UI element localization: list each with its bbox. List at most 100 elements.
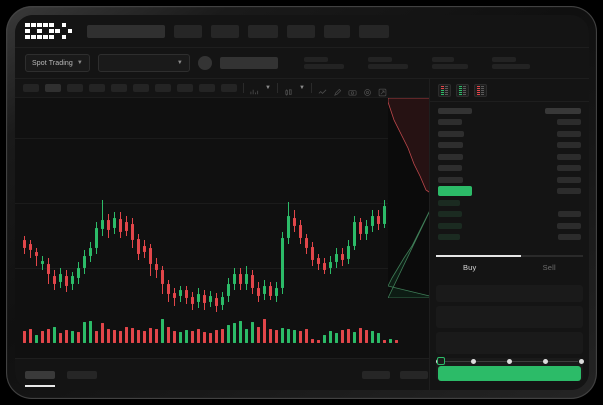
stat-low-24h-label bbox=[491, 56, 516, 62]
volume-bar-60 bbox=[383, 340, 386, 343]
order-type-field[interactable] bbox=[436, 285, 583, 302]
orderbook-row-left bbox=[438, 211, 462, 218]
orderbook-mode-bids[interactable] bbox=[456, 84, 469, 97]
mode-bar bbox=[441, 94, 444, 96]
orderbook-row[interactable] bbox=[430, 186, 589, 198]
price-chart[interactable] bbox=[15, 98, 438, 358]
nav-item-3[interactable] bbox=[248, 24, 279, 38]
tf-1mo[interactable] bbox=[199, 84, 215, 92]
orderbook-row[interactable] bbox=[430, 163, 589, 175]
tf-15m[interactable] bbox=[67, 84, 83, 92]
tf-4h[interactable] bbox=[133, 84, 149, 92]
volume-bar-41 bbox=[269, 329, 272, 343]
volume-bar-45 bbox=[293, 330, 296, 343]
nav-placeholder-group bbox=[87, 24, 390, 38]
orderbook-row-right bbox=[557, 176, 581, 183]
app-screen: Spot Trading ▼ ▼ ▼ ▼ bbox=[15, 15, 589, 390]
tf-1m[interactable] bbox=[23, 84, 39, 92]
orderbook-mode-asks[interactable] bbox=[474, 84, 487, 97]
candle-body bbox=[377, 216, 380, 224]
slider-node-50[interactable] bbox=[507, 358, 512, 364]
tf-1d[interactable] bbox=[155, 84, 171, 92]
nav-item-1[interactable] bbox=[174, 24, 203, 38]
chart-type-icon[interactable] bbox=[284, 84, 293, 96]
okx-logo[interactable] bbox=[25, 22, 73, 40]
price-field[interactable] bbox=[436, 306, 583, 328]
orderbook-row-left bbox=[438, 130, 464, 137]
orderbook-row[interactable] bbox=[430, 105, 589, 117]
chevron-down-icon: ▼ bbox=[176, 60, 183, 66]
orderbook-row[interactable] bbox=[430, 197, 589, 209]
tab-buy[interactable]: Buy bbox=[462, 263, 477, 272]
candle-body bbox=[23, 240, 26, 248]
tf-1w[interactable] bbox=[177, 84, 193, 92]
orderbook-row[interactable] bbox=[430, 220, 589, 232]
orderbook-rows[interactable] bbox=[430, 102, 589, 243]
nav-item-6[interactable] bbox=[359, 24, 390, 38]
orderbook-row[interactable] bbox=[430, 151, 589, 163]
top-navigation-bar bbox=[15, 15, 589, 48]
tab-order-history[interactable] bbox=[67, 370, 97, 379]
candle-body bbox=[149, 248, 152, 264]
market-type-dropdown[interactable]: Spot Trading ▼ bbox=[25, 54, 90, 72]
orderbook-row[interactable] bbox=[430, 174, 589, 186]
orderbook-mode-both[interactable] bbox=[438, 84, 451, 97]
nav-item-2[interactable] bbox=[211, 24, 240, 38]
mode-bar bbox=[463, 94, 466, 96]
slider-handle[interactable] bbox=[437, 357, 445, 365]
orderbook-ratio-bar bbox=[436, 255, 583, 257]
amount-percent-slider[interactable] bbox=[435, 357, 584, 367]
volume-bar-43 bbox=[281, 328, 284, 343]
orderbook-row-left bbox=[438, 153, 463, 160]
candle-body bbox=[209, 296, 212, 302]
tf-more[interactable] bbox=[221, 84, 237, 92]
orderbook-row-right bbox=[557, 119, 581, 126]
volume-bar-36 bbox=[239, 321, 242, 343]
slider-node-100[interactable] bbox=[578, 358, 584, 364]
orderbook-row[interactable] bbox=[430, 209, 589, 221]
orders-filter[interactable] bbox=[362, 370, 390, 379]
pair-name-placeholder bbox=[219, 57, 278, 69]
candle-body bbox=[221, 297, 224, 305]
camera-icon[interactable] bbox=[348, 84, 357, 96]
candle-body bbox=[173, 293, 176, 298]
tab-open-orders[interactable] bbox=[25, 370, 55, 387]
volume-bar-47 bbox=[305, 329, 308, 343]
tab-sell[interactable]: Sell bbox=[542, 263, 556, 272]
line-tool-icon[interactable] bbox=[318, 84, 327, 94]
orderbook-row[interactable] bbox=[430, 117, 589, 129]
search-bar[interactable] bbox=[87, 24, 166, 38]
trading-pair-select[interactable]: ▼ bbox=[97, 54, 190, 72]
candle-body bbox=[35, 252, 38, 256]
indicators-icon[interactable] bbox=[250, 84, 259, 94]
candle-body bbox=[167, 284, 170, 294]
candle-body bbox=[215, 298, 218, 306]
fullscreen-icon[interactable] bbox=[378, 84, 387, 96]
nav-item-4[interactable] bbox=[287, 24, 316, 38]
mode-bar bbox=[463, 92, 466, 94]
volume-bar-53 bbox=[341, 330, 344, 343]
settings-icon[interactable] bbox=[363, 84, 372, 96]
amount-field[interactable] bbox=[436, 332, 583, 354]
volume-bar-3 bbox=[41, 331, 44, 343]
chevron-down-icon[interactable]: ▼ bbox=[298, 85, 305, 91]
orderbook-row-right bbox=[557, 188, 581, 195]
tf-5m[interactable] bbox=[45, 84, 61, 92]
mode-bar bbox=[445, 89, 448, 92]
nav-item-5[interactable] bbox=[324, 24, 351, 38]
slider-node-75[interactable] bbox=[542, 358, 548, 364]
orderbook-row[interactable] bbox=[430, 232, 589, 244]
tf-1h[interactable] bbox=[111, 84, 127, 92]
candle-body bbox=[95, 228, 98, 248]
pencil-icon[interactable] bbox=[333, 84, 342, 96]
slider-node-25[interactable] bbox=[471, 358, 477, 364]
candle-body bbox=[197, 294, 200, 302]
candle-body bbox=[101, 220, 104, 229]
orders-cancel-all[interactable] bbox=[400, 370, 428, 379]
chevron-down-icon[interactable]: ▼ bbox=[265, 85, 271, 91]
orderbook-row[interactable] bbox=[430, 128, 589, 140]
tf-30m[interactable] bbox=[89, 84, 105, 92]
volume-bar-52 bbox=[335, 333, 338, 343]
orderbook-row[interactable] bbox=[430, 140, 589, 152]
buy-submit-button[interactable] bbox=[438, 366, 581, 381]
